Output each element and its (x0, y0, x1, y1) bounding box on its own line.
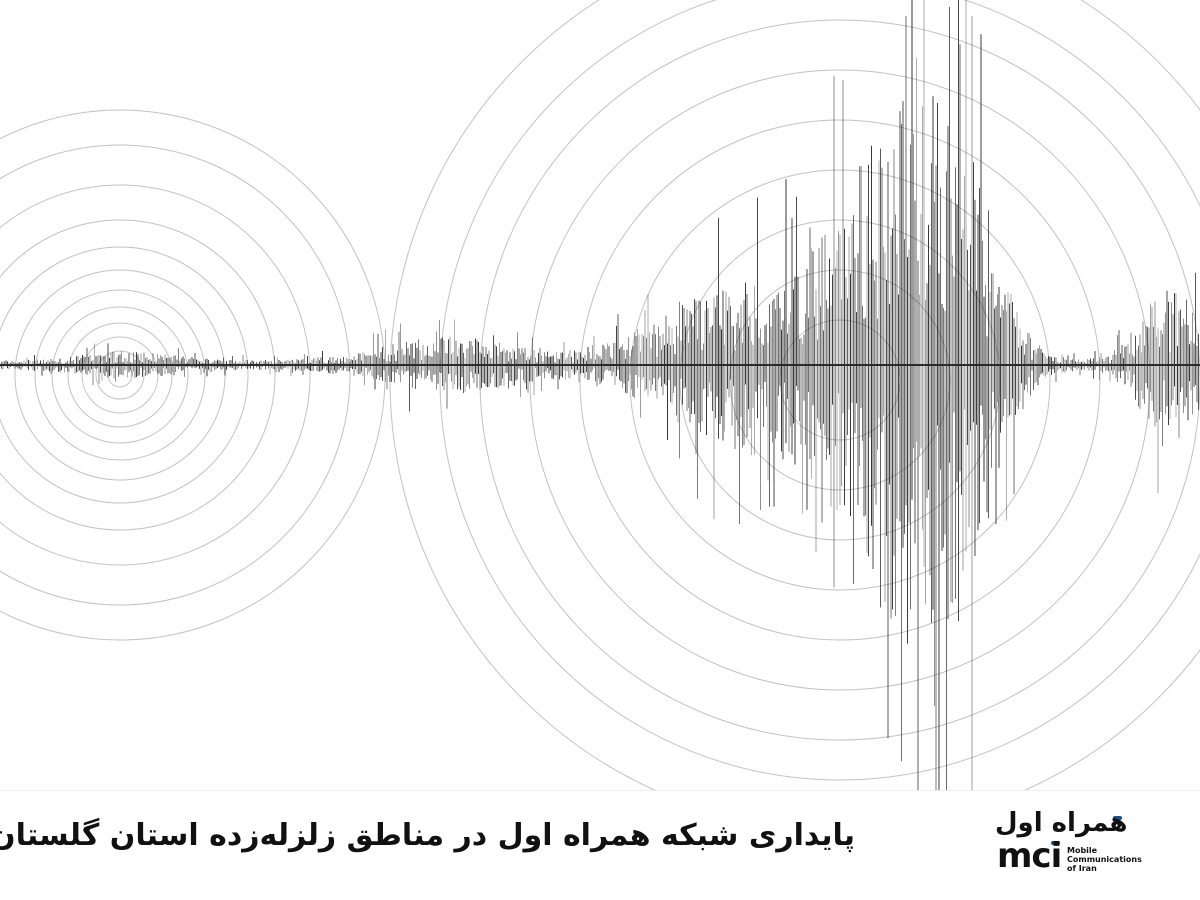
logo-accent-mark (1113, 816, 1122, 820)
ring (14, 269, 226, 481)
ring (579, 119, 1101, 641)
logo-accent-mark (1051, 841, 1060, 845)
logo-tagline: Mobile Communications of Iran (1067, 846, 1142, 873)
ring (439, 0, 1200, 781)
ring (0, 144, 351, 606)
ring (51, 306, 189, 444)
logo-persian-text: همراه اول (995, 808, 1128, 838)
ring (34, 289, 206, 461)
ring (67, 322, 173, 428)
ring (95, 350, 145, 400)
caption-band (0, 790, 1200, 900)
ring (0, 184, 311, 566)
logo-mci-text: mci (997, 836, 1062, 876)
seismogram-trace (0, 0, 1200, 790)
ring (479, 19, 1200, 741)
ring (0, 219, 276, 531)
ring (81, 336, 159, 414)
ring (629, 169, 1051, 591)
seismic-waveform-illustration (0, 0, 1200, 790)
ring (0, 246, 249, 504)
mci-logo: همراه اول mci Mobile Communications of I… (995, 808, 1155, 878)
ring (0, 109, 386, 641)
headline: پایداری شبکه همراه اول در مناطق زلزله‌زد… (0, 818, 855, 853)
